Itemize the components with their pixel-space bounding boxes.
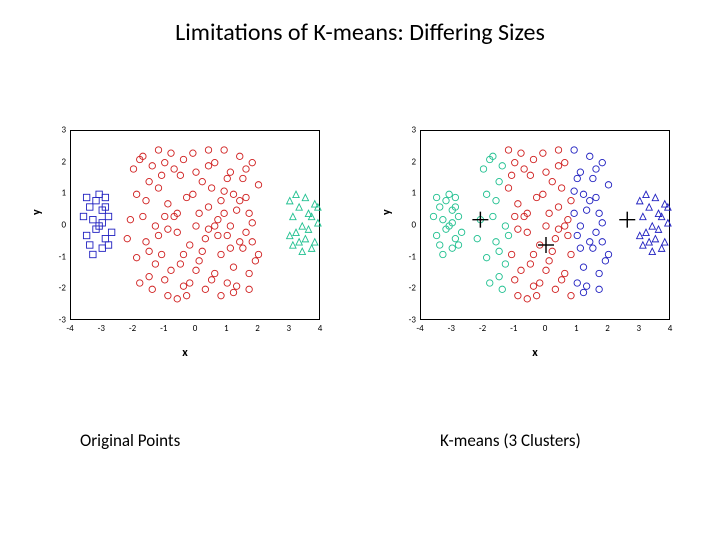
x-tick: -4	[66, 323, 73, 334]
x-axis-label: x	[30, 346, 340, 360]
x-tick: -3	[448, 323, 455, 334]
y-tick: -1	[48, 251, 66, 262]
y-axis-label: y	[380, 209, 394, 215]
y-tick: 1	[398, 188, 416, 199]
y-tick: 2	[48, 156, 66, 167]
x-tick: 1	[224, 323, 229, 334]
x-tick: 4	[318, 323, 323, 334]
caption-original: Original Points	[80, 430, 180, 451]
chart-original: y x -4-3-2-101234-3-2-10123	[30, 120, 340, 360]
x-tick: -1	[510, 323, 517, 334]
plot-kmeans	[420, 130, 670, 320]
x-tick: 2	[605, 323, 610, 334]
x-tick: -3	[98, 323, 105, 334]
y-tick: -2	[48, 283, 66, 294]
plot-original	[70, 130, 320, 320]
y-tick: 0	[48, 220, 66, 231]
x-tick: -1	[160, 323, 167, 334]
slide-title: Limitations of K-means: Differing Sizes	[0, 18, 720, 47]
chart-kmeans: y x -4-3-2-101234-3-2-10123	[380, 120, 690, 360]
y-tick: 1	[48, 188, 66, 199]
x-tick: 0	[543, 323, 548, 334]
x-tick: 0	[193, 323, 198, 334]
x-tick: 3	[286, 323, 291, 334]
x-tick: 4	[668, 323, 673, 334]
x-tick: 1	[574, 323, 579, 334]
chart-area: y x -4-3-2-101234-3-2-10123 y x -4-3-2-1…	[30, 120, 690, 380]
x-tick: -2	[129, 323, 136, 334]
y-tick: -3	[48, 315, 66, 326]
y-tick: -3	[398, 315, 416, 326]
y-tick: 3	[48, 125, 66, 136]
x-tick: 2	[255, 323, 260, 334]
y-tick: 0	[398, 220, 416, 231]
caption-kmeans: K-means (3 Clusters)	[440, 430, 581, 451]
y-tick: 2	[398, 156, 416, 167]
x-tick: -2	[479, 323, 486, 334]
y-tick: -1	[398, 251, 416, 262]
y-axis-label: y	[30, 209, 44, 215]
y-tick: -2	[398, 283, 416, 294]
x-tick: -4	[416, 323, 423, 334]
x-tick: 3	[636, 323, 641, 334]
x-axis-label: x	[380, 346, 690, 360]
y-tick: 3	[398, 125, 416, 136]
